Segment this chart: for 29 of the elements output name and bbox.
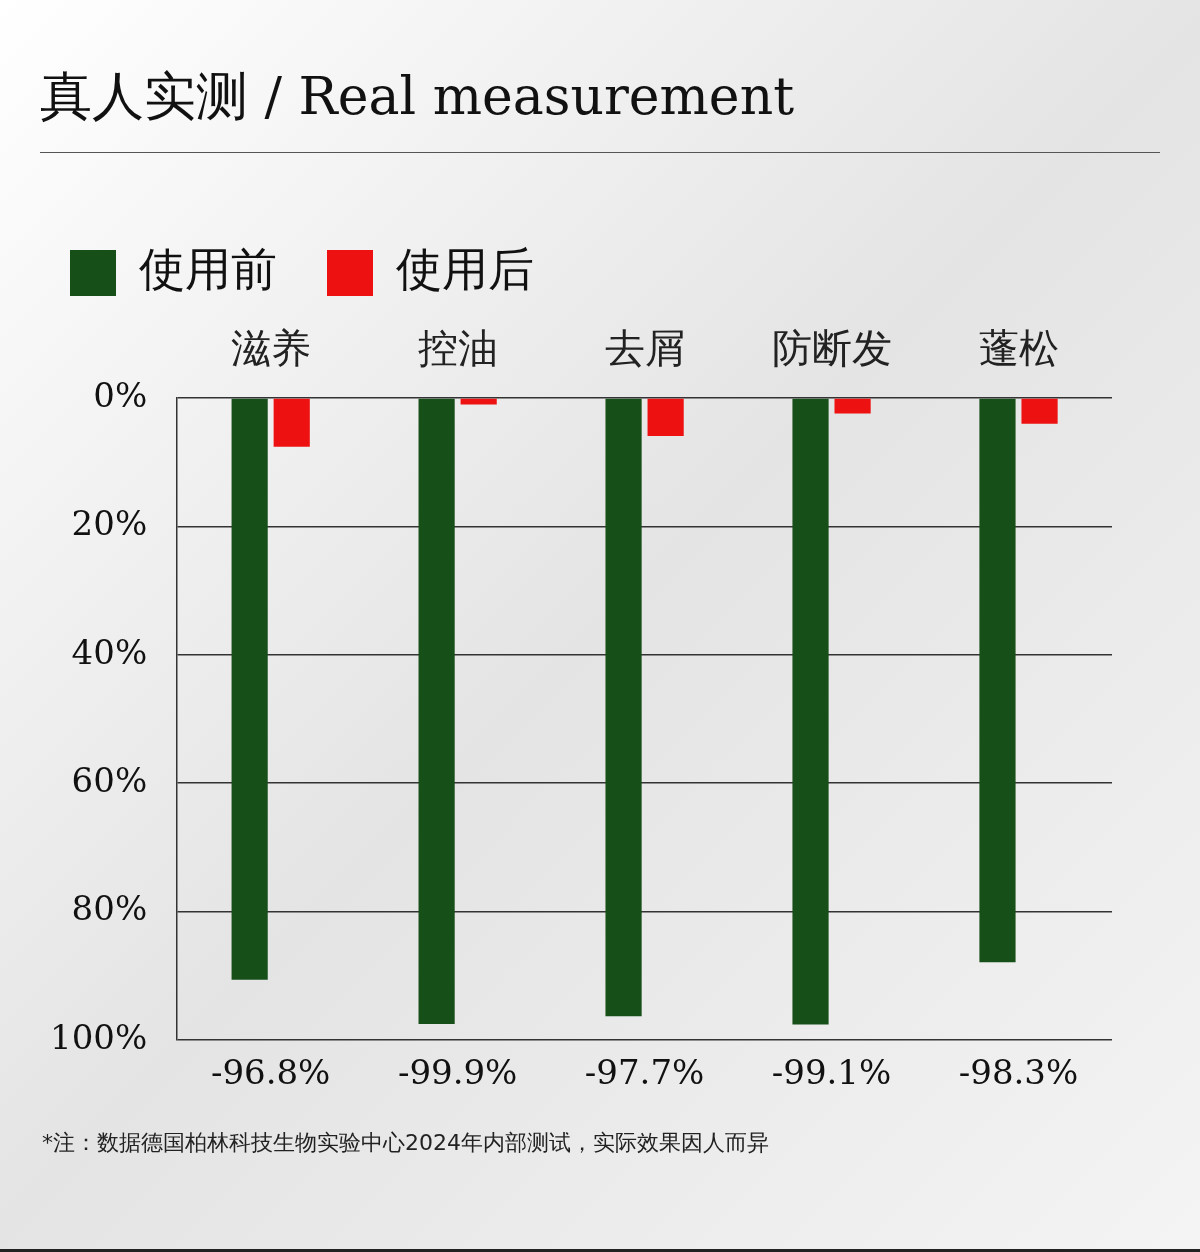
bar: [834, 398, 871, 414]
bar: [273, 398, 310, 447]
x-tick-label: 去屑: [604, 325, 685, 372]
x-tick-label: 防断发: [771, 325, 892, 372]
legend-label: 使用后: [396, 241, 534, 296]
text: -96.8%: [210, 1051, 331, 1092]
bar: [979, 398, 1016, 963]
y-tick-label: 60%: [71, 760, 148, 801]
bar: [418, 398, 455, 1024]
bar: [231, 398, 268, 980]
y-tick-label: 40%: [71, 631, 148, 672]
legend-label: 使用前: [139, 241, 277, 296]
text: -99.9%: [397, 1051, 518, 1092]
bar: [605, 398, 642, 1017]
text: -99.1%: [771, 1051, 892, 1092]
bar: [792, 398, 829, 1025]
text: *注：数据德国柏林科技生物实验中心2024年内部测试，实际效果因人而异: [42, 1129, 769, 1157]
y-tick-label: 100%: [50, 1016, 148, 1057]
x-tick-label: 蓬松: [978, 325, 1059, 372]
bar: [647, 398, 684, 436]
bar: [1021, 398, 1058, 424]
text: -98.3%: [958, 1051, 1079, 1092]
y-tick-label: 0%: [93, 374, 148, 415]
y-tick-label: 20%: [71, 503, 148, 544]
x-tick-label: 控油: [417, 325, 498, 372]
text: -97.7%: [584, 1051, 705, 1092]
x-tick-label: 滋养: [230, 325, 311, 372]
chart-title: 真人实测 / Real measurement: [40, 62, 1160, 153]
y-tick-label: 80%: [71, 888, 148, 929]
